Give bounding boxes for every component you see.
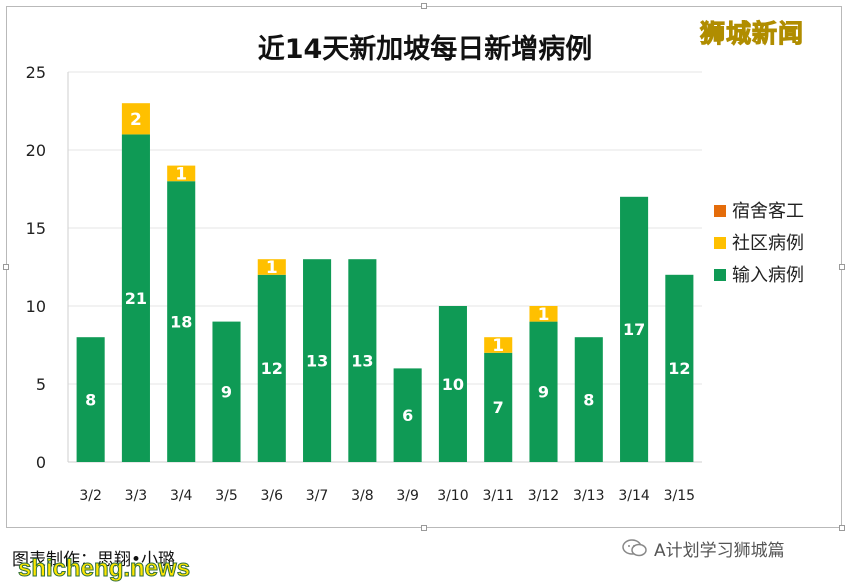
x-tick-label: 3/4 [170, 488, 193, 504]
bar-data-label: 18 [170, 312, 192, 331]
bar-segment [438, 306, 467, 462]
bar-data-label: 12 [261, 359, 283, 378]
bar-segment [167, 181, 196, 462]
chart-credit: 图表制作：思翔•小璐 [12, 550, 176, 570]
resize-handle-left[interactable] [3, 264, 9, 270]
bar-segment [121, 103, 150, 135]
resize-handle-bottom[interactable] [421, 525, 427, 531]
resize-handle-top[interactable] [421, 3, 427, 9]
bar-segment [257, 274, 286, 462]
wechat-account-label: A计划学习狮城篇 [654, 540, 785, 561]
y-tick-label: 0 [36, 453, 46, 472]
bar-data-label: 6 [402, 406, 413, 425]
x-tick-label: 3/8 [351, 488, 374, 504]
legend-label: 社区病例 [732, 233, 804, 254]
bar-data-label: 1 [538, 305, 550, 325]
bar-data-label: 7 [493, 398, 504, 417]
bar-data-label: 1 [492, 336, 504, 356]
x-tick-label: 3/12 [528, 488, 559, 504]
bar-segment [257, 259, 286, 275]
legend-swatch [714, 205, 726, 217]
resize-handle-right[interactable] [839, 264, 845, 270]
x-tick-label: 3/13 [573, 488, 604, 504]
bar-segment [121, 134, 150, 462]
bar-segment [484, 352, 513, 462]
brand-logo-text: 狮城新闻 [700, 19, 805, 49]
y-tick-label: 25 [26, 63, 46, 82]
bar-segment [620, 196, 649, 463]
bar-segment [484, 337, 513, 353]
x-tick-label: 3/2 [79, 488, 102, 504]
y-tick-label: 10 [26, 297, 46, 316]
x-tick-label: 3/10 [437, 488, 468, 504]
resize-handle-bottom-right[interactable] [839, 525, 845, 531]
bar-segment [665, 274, 694, 462]
y-tick-label: 20 [26, 141, 46, 160]
bar-data-label: 13 [351, 351, 373, 370]
bar-data-label: 9 [538, 383, 549, 402]
bar-data-label: 2 [130, 110, 142, 130]
x-tick-label: 3/11 [482, 488, 513, 504]
x-tick-label: 3/3 [125, 488, 148, 504]
bar-data-label: 8 [85, 390, 96, 409]
bar-segment [529, 306, 558, 322]
bar-segment [167, 165, 196, 182]
legend-swatch [714, 269, 726, 281]
bar-data-label: 10 [442, 375, 464, 394]
x-tick-label: 3/14 [618, 488, 650, 504]
x-tick-label: 3/15 [664, 488, 695, 504]
bar-segment [393, 368, 422, 462]
bar-data-label: 12 [668, 359, 690, 378]
bar-segment [574, 337, 603, 462]
bar-segment [303, 259, 332, 462]
y-tick-label: 15 [26, 219, 46, 238]
x-tick-label: 3/7 [306, 488, 329, 504]
site-watermark: shicheng.news [17, 555, 191, 583]
bar-data-label: 17 [623, 320, 645, 339]
bar-data-label: 9 [221, 383, 232, 402]
legend-label: 输入病例 [732, 265, 804, 286]
bar-data-label: 13 [306, 351, 328, 370]
x-tick-label: 3/6 [261, 488, 284, 504]
x-tick-label: 3/9 [396, 488, 419, 504]
legend-label: 宿舍客工 [732, 201, 804, 222]
bar-data-label: 21 [125, 289, 147, 308]
bar-segment [529, 321, 558, 462]
wechat-account[interactable]: A计划学习狮城篇 [622, 536, 785, 561]
bar-segment [212, 321, 241, 462]
bar-segment [348, 259, 377, 462]
bar-segment [76, 337, 105, 462]
chart-title: 近14天新加坡每日新增病例 [258, 33, 593, 65]
bar-data-label: 8 [583, 390, 594, 409]
x-tick-label: 3/5 [215, 488, 238, 504]
wechat-icon [622, 539, 647, 557]
bar-data-label: 1 [266, 258, 278, 278]
bar-data-label: 1 [175, 165, 187, 185]
y-tick-label: 5 [36, 375, 46, 394]
legend-swatch [714, 237, 726, 249]
